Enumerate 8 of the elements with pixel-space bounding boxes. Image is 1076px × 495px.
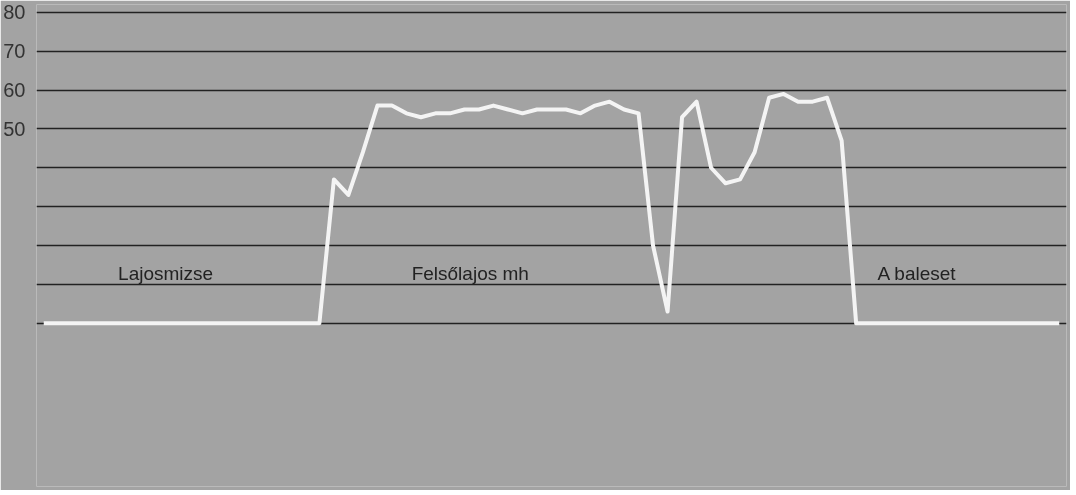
y-tick-label: 50	[3, 117, 26, 140]
y-tick-label: 80	[3, 1, 26, 24]
annotation: Lajosmizse	[118, 263, 214, 285]
y-tick-label: 70	[3, 40, 26, 63]
line-series	[41, 91, 1062, 326]
annotation: Felsőlajos mh	[411, 263, 529, 285]
annotation: A baleset	[877, 263, 957, 285]
y-tick-label: 60	[3, 79, 26, 102]
